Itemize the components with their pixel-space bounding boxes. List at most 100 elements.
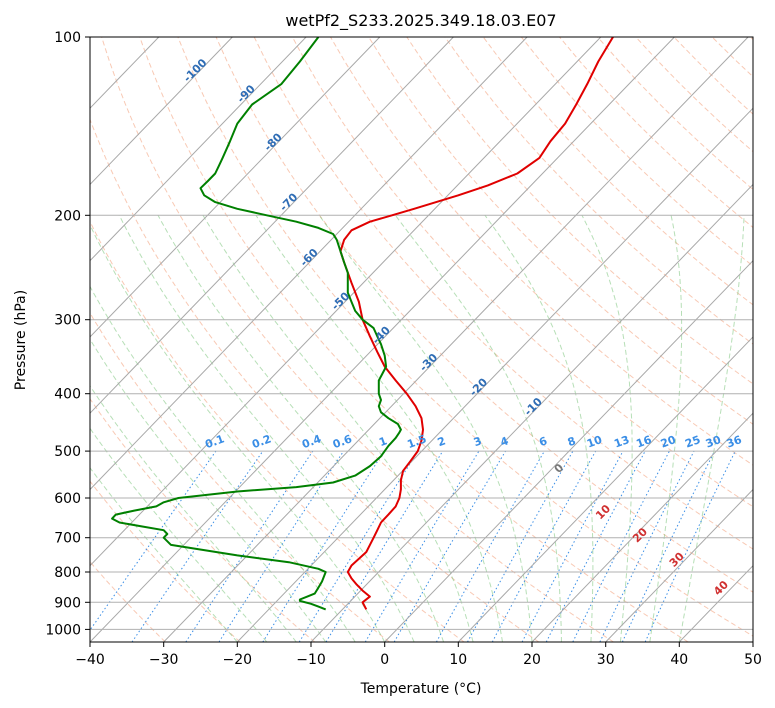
isotherm-line [0,37,11,642]
moist-adiabat-line [157,215,445,642]
moist-adiabat-line [90,427,268,642]
isotherm-line [90,37,675,642]
isotherm-line [384,259,753,642]
dry-adiabat-line [520,37,753,267]
dry-adiabat-line [673,37,753,115]
isotherm-line [531,412,753,642]
dewpoint-profile-line [111,37,402,611]
isotherm-line [236,107,753,642]
dry-adiabat-line [90,561,166,642]
x-tick-label: 10 [449,652,467,668]
x-tick-label: 40 [670,652,688,668]
mixing-ratio-label: 0.4 [300,432,323,451]
dry-adiabat-line [90,118,540,642]
moist-adiabat-line [649,215,683,642]
mixing-ratio-label: 4 [499,434,511,449]
mixing-ratio-label: 8 [566,434,578,449]
plot-frame [89,36,754,643]
dry-adiabat-line [253,37,753,550]
moist-adiabat-line [90,338,327,642]
mixing-ratio-line [621,450,715,642]
dry-adiabat-line [368,37,753,425]
dry-adiabat-line [559,37,753,229]
isotherm-line [90,37,602,567]
mixing-ratio-label: 16 [634,433,653,451]
y-tick-label: 500 [54,444,81,460]
chart-title: wetPf2_S233.2025.349.18.03.E07 [285,11,556,31]
isotherm-line [752,641,753,642]
isotherm-label: -100 [181,56,210,85]
y-tick-label: 900 [54,595,81,611]
mixing-ratio-label: 30 [704,433,723,451]
mixing-ratio-label: 20 [659,433,678,451]
isotherm-line [90,37,307,262]
moist-adiabat-line [255,215,503,642]
dry-adiabat-line [635,37,753,153]
dry-adiabat-line [330,37,753,466]
temperature-profile-line [339,37,614,610]
dry-adiabat-line [482,37,753,306]
moist-adiabat-label: 10 [593,502,613,522]
mixing-ratio-line [185,450,314,642]
moist-adiabat-line [394,215,562,642]
dry-adiabat-line [139,37,689,642]
moist-adiabat-label: 40 [711,578,731,598]
y-tick-label: 300 [54,313,81,329]
moist-adiabat-line [581,215,633,642]
mixing-ratio-label: 0.6 [331,432,354,451]
y-tick-label: 700 [54,531,81,547]
mixing-ratio-line [131,450,264,642]
mixing-ratio-label: 25 [683,433,702,450]
mixing-ratio-label: 0.2 [250,432,273,451]
y-tick-label: 800 [54,565,81,581]
x-tick-label: 30 [597,652,615,668]
mixing-ratio-label: 1 [377,434,389,449]
mixing-ratio-label: 3 [472,434,484,449]
x-axis-ticks: −40 −30 −20 −10 0 10 20 30 40 50 [75,642,762,668]
isotherm-label: -70 [277,190,300,213]
isotherm-line [90,37,528,491]
dry-adiabats [90,37,753,642]
isotherm-label: -60 [298,246,321,269]
mixing-ratio-label: 13 [612,433,631,450]
dry-adiabat-line [101,37,614,642]
x-tick-label: −20 [223,652,253,668]
isotherm-line [90,37,233,186]
y-axis-ticks: 100 200 300 400 500 600 700 800 900 1000 [45,30,90,638]
x-tick-label: 50 [744,652,762,668]
mixing-ratio-label: 10 [585,433,604,451]
mixing-ratio-line [218,450,345,642]
moist-adiabat-label: 30 [667,549,687,569]
moist-adiabat-label: 0 [552,461,567,476]
isotherm-line [310,183,753,642]
mixing-ratio-line [325,450,444,642]
moist-adiabat-line [318,215,533,642]
moist-adiabat-line [484,215,594,642]
y-tick-label: 1000 [45,622,81,638]
mixing-ratio-line [545,450,646,642]
isobars [90,214,753,630]
isotherm-line [90,37,454,414]
moist-adiabat-label: 20 [630,525,650,545]
y-axis-label: Pressure (hPa) [13,290,29,390]
dry-adiabat-line [215,37,753,593]
dry-adiabat-line [444,37,753,345]
moist-adiabat-line [90,467,238,642]
isotherm-label: -80 [262,130,285,153]
isotherms [0,37,753,642]
moist-adiabat-line [118,215,415,642]
x-tick-label: −30 [149,652,179,668]
x-axis-label: Temperature (°C) [360,681,482,697]
x-tick-label: 0 [380,652,389,668]
mixing-ratio-line [90,450,217,632]
x-tick-label: −10 [296,652,326,668]
x-tick-label: 20 [523,652,541,668]
dry-adiabat-line [597,37,753,191]
y-tick-label: 100 [54,30,81,46]
y-tick-label: 200 [54,208,81,224]
y-tick-label: 400 [54,387,81,403]
mixing-ratio-line [467,450,574,642]
isotherm-label: -10 [522,395,545,418]
dry-adiabat-line [291,37,753,508]
isotherm-line [457,336,753,642]
